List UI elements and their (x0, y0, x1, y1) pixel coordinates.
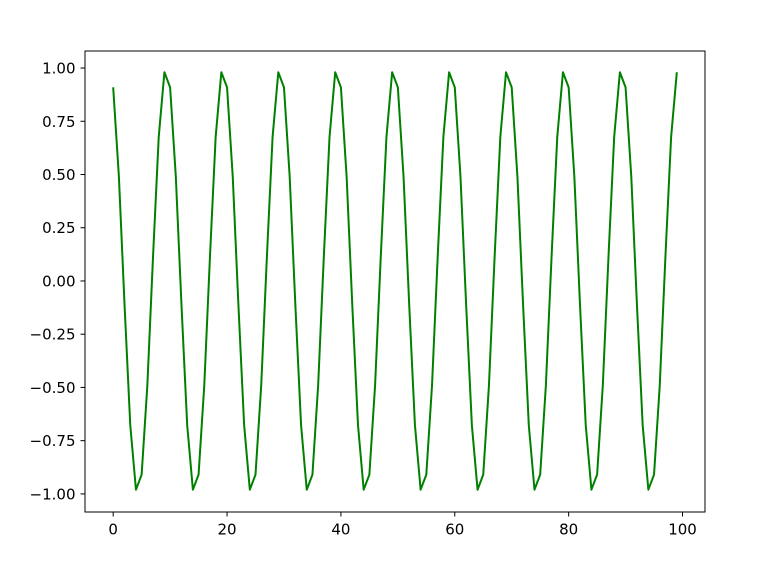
y-tick-label: −1.00 (30, 485, 76, 503)
x-tick-label: 60 (445, 521, 464, 539)
y-tick-label: 0.75 (42, 113, 75, 131)
y-tick-label: 0.00 (42, 272, 75, 290)
plot-area-border (84, 50, 706, 513)
y-tick-label: −0.75 (30, 432, 76, 450)
sine-line (112, 71, 678, 491)
x-tick-label: 80 (559, 521, 578, 539)
y-tick-label: 1.00 (42, 60, 75, 78)
x-tick-label: 0 (108, 521, 118, 539)
x-tick-label: 20 (218, 521, 237, 539)
x-tick-label: 100 (668, 521, 697, 539)
x-tick-label: 40 (331, 521, 350, 539)
y-tick-label: 0.25 (42, 219, 75, 237)
y-tick-label: 0.50 (42, 166, 75, 184)
y-tick-label: −0.25 (30, 326, 76, 344)
y-tick-label: −0.50 (30, 379, 76, 397)
